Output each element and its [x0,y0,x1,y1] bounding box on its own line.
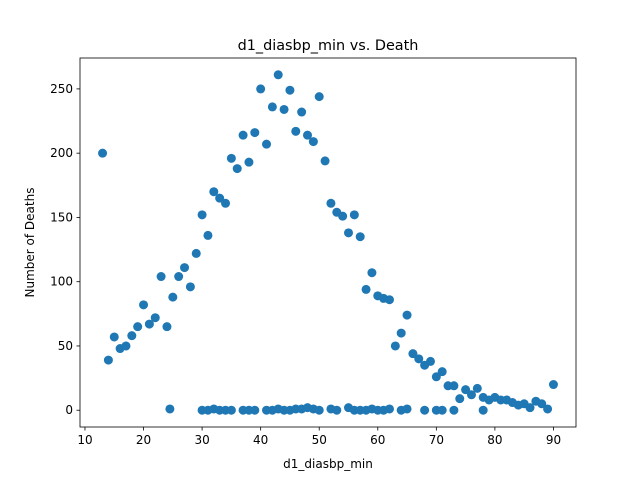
data-point [548,380,558,390]
data-point [303,130,313,140]
data-point [431,372,441,382]
data-point [478,405,488,415]
data-point [402,310,412,320]
data-point [320,156,330,166]
data-point [162,322,172,332]
data-point [238,130,248,140]
data-point [209,187,219,197]
data-point [308,137,318,147]
y-tick-label: 0 [65,403,73,417]
data-point [349,210,359,220]
data-point [466,390,476,400]
x-tick-label: 80 [487,433,502,447]
data-point [420,405,430,415]
data-point [361,284,371,294]
data-point [103,355,113,365]
data-point [461,385,471,395]
data-point [455,394,465,404]
data-point [332,405,342,415]
axes-frame [79,57,577,428]
y-tick-label: 200 [50,146,73,160]
data-point [185,282,195,292]
data-point [425,356,435,366]
x-tick-label: 60 [370,433,385,447]
data-point [226,405,236,415]
data-point [133,322,143,332]
x-tick-label: 40 [253,433,268,447]
data-point [256,84,266,94]
data-point [402,404,412,414]
x-axis-ticks: 10 20 30 40 50 60 70 80 90 [77,427,561,447]
data-point [285,85,295,95]
data-point [139,300,149,310]
data-point [384,295,394,305]
data-point [326,198,336,208]
y-tick-label: 100 [50,275,73,289]
y-tick-label: 50 [58,339,73,353]
x-tick-label: 70 [429,433,444,447]
y-tick-label: 250 [50,82,73,96]
y-axis-ticks: 0 50 100 150 200 250 [50,82,80,417]
data-point [543,404,553,414]
data-point [338,211,348,221]
x-tick-label: 10 [77,433,92,447]
data-point [291,126,301,136]
data-point [109,332,119,342]
data-point [98,148,108,158]
data-point [437,367,447,377]
data-point [250,405,260,415]
data-point [449,405,459,415]
data-point [215,193,225,203]
data-point [525,403,535,413]
data-point [279,104,289,114]
data-point [221,198,231,208]
data-point [449,381,459,391]
plot-area [98,70,558,415]
x-tick-label: 50 [312,433,327,447]
x-tick-label: 20 [136,433,151,447]
data-point [121,341,131,351]
data-point [262,139,272,149]
y-tick-label: 150 [50,210,73,224]
data-point [226,153,236,163]
x-tick-label: 30 [194,433,209,447]
x-axis-label: d1_diasbp_min [283,457,373,471]
data-point [197,210,207,220]
data-point [150,313,160,323]
data-point [165,404,175,414]
data-point [396,328,406,338]
data-point [267,102,277,112]
data-point [174,272,184,282]
x-tick-label: 90 [546,433,561,447]
data-point [314,92,324,102]
data-point [297,107,307,117]
data-point [244,157,254,167]
data-point [384,404,394,414]
data-point [250,128,260,138]
data-point [156,272,166,282]
data-point [191,248,201,258]
data-point [314,405,324,415]
data-point [343,228,353,238]
data-point [367,268,377,278]
data-point [355,232,365,242]
data-point [390,341,400,351]
data-point [127,331,137,341]
data-point [203,230,213,240]
data-point [180,263,190,273]
data-point [273,70,283,80]
data-point [414,354,424,364]
data-point [144,319,154,329]
y-axis-label: Number of Deaths [23,188,37,298]
data-point [232,164,242,174]
data-point [408,349,418,359]
data-point [168,292,178,302]
chart-title: d1_diasbp_min vs. Death [238,38,419,54]
data-point [437,405,447,415]
data-point [472,383,482,393]
data-point [537,399,547,409]
